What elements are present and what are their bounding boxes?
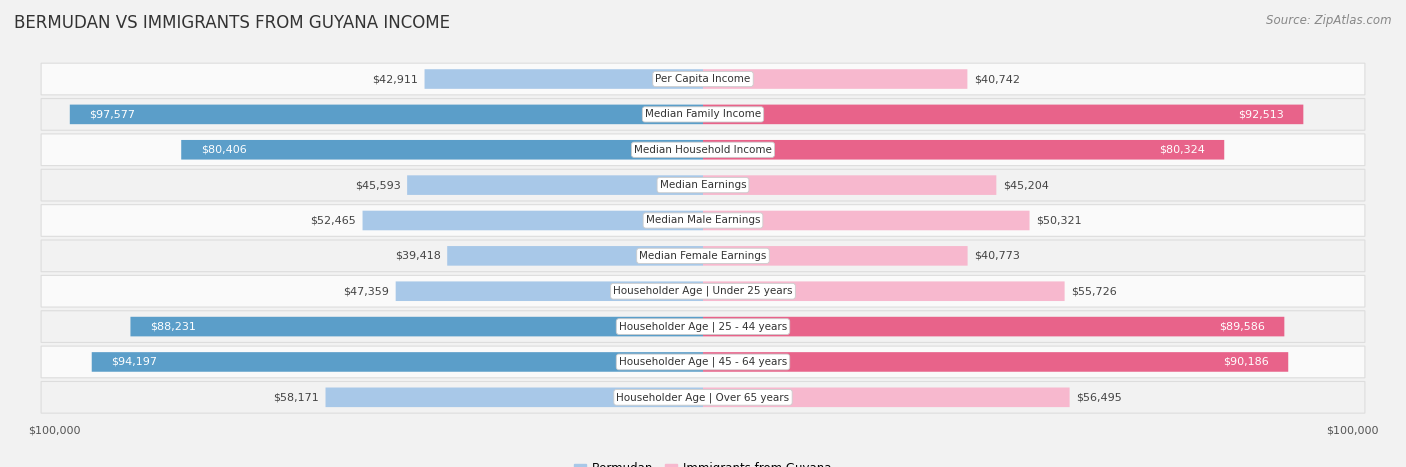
FancyBboxPatch shape [703,211,1029,230]
Text: $55,726: $55,726 [1071,286,1116,296]
FancyBboxPatch shape [447,246,703,266]
Text: Median Household Income: Median Household Income [634,145,772,155]
Text: Householder Age | 45 - 64 years: Householder Age | 45 - 64 years [619,357,787,367]
Text: Median Family Income: Median Family Income [645,109,761,120]
Text: Source: ZipAtlas.com: Source: ZipAtlas.com [1267,14,1392,27]
FancyBboxPatch shape [363,211,703,230]
FancyBboxPatch shape [181,140,703,160]
Text: $40,742: $40,742 [974,74,1019,84]
FancyBboxPatch shape [131,317,703,336]
FancyBboxPatch shape [41,276,1365,307]
Text: $40,773: $40,773 [974,251,1019,261]
FancyBboxPatch shape [395,282,703,301]
FancyBboxPatch shape [703,69,967,89]
Text: Householder Age | Over 65 years: Householder Age | Over 65 years [616,392,790,403]
FancyBboxPatch shape [703,282,1064,301]
FancyBboxPatch shape [91,352,703,372]
Text: Householder Age | 25 - 44 years: Householder Age | 25 - 44 years [619,321,787,332]
Text: Median Earnings: Median Earnings [659,180,747,190]
Text: $88,231: $88,231 [150,322,195,332]
Text: Median Male Earnings: Median Male Earnings [645,215,761,226]
Text: $80,406: $80,406 [201,145,246,155]
Text: $42,911: $42,911 [373,74,418,84]
Text: $50,321: $50,321 [1036,215,1081,226]
Text: $90,186: $90,186 [1223,357,1268,367]
Text: Median Female Earnings: Median Female Earnings [640,251,766,261]
Text: $58,171: $58,171 [273,392,319,402]
FancyBboxPatch shape [41,99,1365,130]
FancyBboxPatch shape [41,382,1365,413]
Text: BERMUDAN VS IMMIGRANTS FROM GUYANA INCOME: BERMUDAN VS IMMIGRANTS FROM GUYANA INCOM… [14,14,450,32]
FancyBboxPatch shape [41,134,1365,166]
Text: $56,495: $56,495 [1076,392,1122,402]
FancyBboxPatch shape [703,388,1070,407]
Text: $47,359: $47,359 [343,286,389,296]
Text: $92,513: $92,513 [1239,109,1284,120]
FancyBboxPatch shape [41,346,1365,378]
FancyBboxPatch shape [703,246,967,266]
FancyBboxPatch shape [703,317,1284,336]
Text: Householder Age | Under 25 years: Householder Age | Under 25 years [613,286,793,297]
FancyBboxPatch shape [41,311,1365,342]
Text: $89,586: $89,586 [1219,322,1265,332]
Text: $45,593: $45,593 [354,180,401,190]
FancyBboxPatch shape [41,205,1365,236]
FancyBboxPatch shape [703,352,1288,372]
FancyBboxPatch shape [703,105,1303,124]
Text: Per Capita Income: Per Capita Income [655,74,751,84]
Text: $45,204: $45,204 [1002,180,1049,190]
Text: $80,324: $80,324 [1159,145,1205,155]
Text: $52,465: $52,465 [311,215,356,226]
Text: $97,577: $97,577 [89,109,135,120]
FancyBboxPatch shape [41,169,1365,201]
FancyBboxPatch shape [70,105,703,124]
FancyBboxPatch shape [408,175,703,195]
Legend: Bermudan, Immigrants from Guyana: Bermudan, Immigrants from Guyana [569,458,837,467]
FancyBboxPatch shape [703,175,997,195]
FancyBboxPatch shape [41,63,1365,95]
Text: $94,197: $94,197 [111,357,157,367]
FancyBboxPatch shape [326,388,703,407]
FancyBboxPatch shape [703,140,1225,160]
Text: $39,418: $39,418 [395,251,440,261]
FancyBboxPatch shape [41,240,1365,272]
FancyBboxPatch shape [425,69,703,89]
